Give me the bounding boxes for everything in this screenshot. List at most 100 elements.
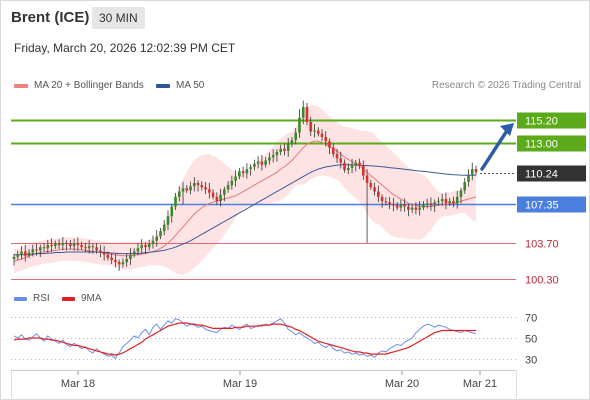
candle-body bbox=[358, 162, 361, 166]
interval-selector[interactable]: 30 MIN bbox=[92, 7, 145, 29]
candle bbox=[46, 239, 50, 253]
candle bbox=[399, 199, 403, 212]
candle bbox=[110, 253, 113, 264]
candle-body bbox=[286, 144, 290, 151]
candle-body bbox=[365, 175, 369, 183]
candle-body bbox=[114, 260, 117, 263]
candle bbox=[369, 179, 373, 190]
candle-body bbox=[437, 201, 440, 203]
ma50-swatch bbox=[156, 83, 170, 88]
candle-body bbox=[159, 231, 162, 237]
candle-body bbox=[200, 185, 204, 188]
candle bbox=[313, 124, 316, 138]
ma20-label: MA 20 + Bollinger Bands bbox=[34, 80, 144, 91]
candle-body bbox=[407, 206, 410, 210]
candle bbox=[125, 253, 128, 267]
candle-body bbox=[422, 204, 425, 208]
candles bbox=[12, 100, 478, 271]
candle bbox=[69, 240, 72, 250]
candle-body bbox=[144, 245, 147, 248]
forecast-arrowhead bbox=[500, 123, 514, 137]
rsi-ma-line bbox=[13, 322, 476, 356]
candle bbox=[84, 242, 87, 253]
current-price-label-bg bbox=[517, 165, 586, 182]
candle bbox=[373, 182, 376, 196]
moving-averages bbox=[13, 140, 477, 262]
candle-body bbox=[84, 247, 87, 249]
candle bbox=[114, 254, 117, 268]
candle-body bbox=[80, 245, 83, 248]
candle bbox=[38, 244, 42, 257]
candle bbox=[279, 144, 282, 156]
candle-body bbox=[335, 154, 339, 159]
candle bbox=[155, 229, 159, 247]
candle bbox=[253, 159, 256, 171]
candle bbox=[129, 248, 132, 265]
candle bbox=[301, 100, 305, 125]
candle-body bbox=[38, 247, 42, 251]
candle bbox=[380, 194, 384, 208]
candle-body bbox=[238, 171, 241, 177]
candle-body bbox=[444, 199, 448, 204]
candle bbox=[429, 197, 433, 211]
support-label-5: 100.30 bbox=[525, 275, 559, 287]
candle bbox=[410, 203, 414, 214]
candle bbox=[298, 109, 301, 138]
candle-body bbox=[226, 185, 230, 190]
candle-body bbox=[369, 182, 373, 188]
candle-body bbox=[343, 162, 346, 171]
candle-body bbox=[467, 174, 470, 182]
rsi-line bbox=[13, 318, 477, 360]
candle-body bbox=[177, 191, 181, 197]
candle bbox=[283, 143, 286, 156]
candle-body bbox=[392, 204, 395, 206]
candle bbox=[20, 246, 23, 260]
candle-body bbox=[279, 148, 282, 152]
candle-body bbox=[253, 163, 256, 167]
candle bbox=[35, 243, 38, 256]
candle bbox=[72, 238, 76, 251]
candle-body bbox=[271, 155, 275, 158]
candle-body bbox=[373, 187, 376, 192]
candle-body bbox=[283, 148, 286, 151]
candle-body bbox=[459, 190, 463, 197]
candle-body bbox=[275, 151, 279, 156]
candle-body bbox=[380, 196, 384, 202]
candle-body bbox=[399, 204, 403, 208]
x-tick-label-2: Mar 20 bbox=[385, 378, 419, 390]
candle bbox=[346, 163, 350, 175]
rsi-tick-50: 50 bbox=[525, 334, 537, 346]
candle-body bbox=[215, 196, 219, 202]
candle-body bbox=[31, 249, 35, 253]
rsi-label: RSI bbox=[33, 293, 50, 304]
candle bbox=[440, 193, 444, 206]
candle bbox=[335, 148, 339, 163]
ma20-swatch bbox=[14, 83, 28, 88]
candle-body bbox=[256, 161, 260, 164]
candle-body bbox=[414, 207, 418, 210]
candle-body bbox=[440, 199, 444, 202]
candle bbox=[403, 198, 406, 212]
candle bbox=[170, 203, 174, 223]
candle-body bbox=[377, 191, 380, 197]
candle bbox=[264, 157, 267, 168]
candle bbox=[151, 235, 155, 249]
candle-body bbox=[301, 106, 305, 118]
candle-body bbox=[50, 245, 53, 247]
candle bbox=[174, 192, 177, 210]
candle bbox=[328, 138, 331, 155]
candle-body bbox=[35, 249, 38, 251]
candle-body bbox=[260, 161, 264, 165]
candle bbox=[80, 241, 83, 250]
legend-ma20: MA 20 + Bollinger Bands bbox=[14, 80, 144, 91]
candle-body bbox=[162, 224, 166, 232]
candle bbox=[12, 254, 16, 266]
candle bbox=[61, 237, 65, 251]
candle bbox=[166, 210, 170, 230]
candle bbox=[365, 168, 369, 243]
bollinger-bands bbox=[14, 104, 476, 275]
candle bbox=[144, 242, 147, 254]
candle bbox=[23, 244, 27, 262]
candle-body bbox=[324, 136, 328, 142]
candle bbox=[305, 103, 309, 126]
